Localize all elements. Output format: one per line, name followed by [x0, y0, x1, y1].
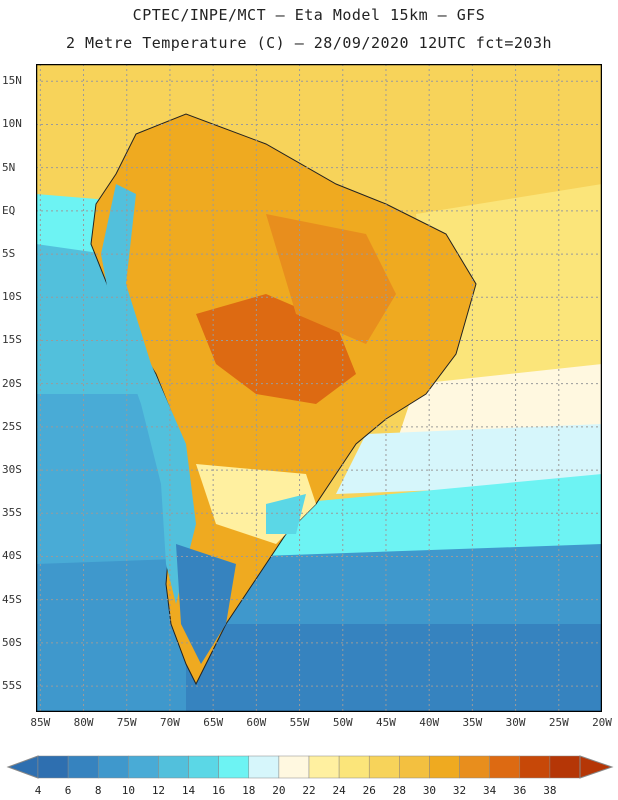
lat-label: 25S — [2, 419, 22, 433]
colorbar-level-label: 8 — [94, 784, 102, 797]
lat-label: 10S — [2, 290, 22, 304]
andes-cold-strip — [101, 184, 196, 604]
colorbar-swatch — [549, 755, 581, 779]
ocean-pacific-teal — [36, 244, 146, 394]
central-brazil-warm — [266, 214, 396, 344]
temperature-colorbar — [0, 750, 618, 800]
colorbar-swatch — [338, 755, 370, 779]
colorbar-min-arrow — [6, 755, 39, 779]
colorbar-level-label: 6 — [64, 784, 72, 797]
colorbar-swatch — [429, 755, 460, 779]
lon-label: 35W — [462, 716, 483, 729]
lat-label: 40S — [2, 549, 22, 563]
colorbar-level-label: 24 — [332, 784, 346, 797]
colorbar-level-label: 22 — [302, 784, 316, 797]
colorbar-level-label: 10 — [121, 784, 135, 797]
lon-label: 50W — [332, 716, 353, 729]
lon-label: 65W — [203, 716, 224, 729]
lat-label: 50S — [2, 635, 22, 649]
ocean-far-south — [186, 624, 602, 712]
colorbar-swatch — [37, 755, 69, 779]
lon-label: 20W — [592, 716, 612, 729]
colorbar-level-label: 26 — [362, 784, 376, 797]
lat-label: 55S — [2, 679, 22, 693]
lon-label: 85W — [30, 716, 51, 729]
colorbar-swatch — [188, 755, 219, 779]
ocean-atlantic-lightcyan — [336, 424, 602, 494]
lon-label: 25W — [548, 716, 569, 729]
colorbar-swatch — [97, 755, 129, 779]
lon-label: 30W — [505, 716, 526, 729]
lon-label: 80W — [73, 716, 94, 729]
colorbar-swatch — [489, 755, 521, 779]
temperature-map[interactable] — [36, 64, 602, 712]
map-frame — [36, 64, 602, 712]
colorbar-level-label: 34 — [483, 784, 497, 797]
colorbar-swatch — [248, 755, 280, 779]
colorbar-level-label: 32 — [452, 784, 467, 797]
lon-label: 70W — [160, 716, 180, 729]
colorbar-swatch — [218, 755, 250, 779]
colorbar-swatch — [278, 755, 310, 779]
colorbar-level-label: 18 — [242, 784, 256, 797]
lat-label: EQ — [2, 203, 16, 217]
lat-label: 15N — [2, 74, 22, 88]
lon-label: 60W — [246, 716, 267, 729]
lon-label: 55W — [289, 716, 310, 729]
colorbar-swatch — [158, 755, 189, 779]
colorbar-swatch — [308, 755, 340, 779]
lat-label: 10N — [2, 117, 22, 131]
lat-label: 5N — [2, 160, 16, 174]
colorbar-level-label: 14 — [181, 784, 196, 797]
lon-label: 40W — [419, 716, 440, 729]
colorbar-level-label: 38 — [543, 784, 557, 797]
colorbar-level-label: 20 — [272, 784, 286, 797]
colorbar-max-arrow — [579, 755, 614, 779]
colorbar-swatch — [128, 755, 159, 779]
uruguay-cyan — [266, 494, 306, 534]
lat-label: 5S — [2, 247, 16, 261]
map-title-line1: CPTEC/INPE/MCT – Eta Model 15km – GFS — [132, 6, 486, 24]
colorbar-swatch — [459, 755, 490, 779]
lon-label: 75W — [116, 716, 137, 729]
colorbar-level-label: 16 — [212, 784, 226, 797]
colorbar-swatch — [519, 755, 551, 779]
colorbar-swatch — [399, 755, 430, 779]
colorbar-level-label: 4 — [34, 784, 42, 797]
lat-label: 20S — [2, 376, 22, 390]
ocean-atlantic-band — [416, 184, 602, 404]
patagonia-cold — [176, 544, 236, 664]
colorbar-swatch — [368, 755, 400, 779]
lat-label: 35S — [2, 506, 22, 520]
lon-label: 45W — [376, 716, 396, 729]
lat-label: 30S — [2, 463, 22, 477]
map-title-line2: 2 Metre Temperature (C) – 28/09/2020 12U… — [65, 34, 553, 52]
colorbar-level-label: 36 — [513, 784, 527, 797]
lat-label: 45S — [2, 592, 22, 606]
colorbar-level-label: 28 — [392, 784, 406, 797]
lat-label: 15S — [2, 333, 22, 347]
colorbar-swatch — [67, 755, 99, 779]
colorbar-level-label: 30 — [422, 784, 437, 797]
colorbar-level-label: 12 — [151, 784, 166, 797]
